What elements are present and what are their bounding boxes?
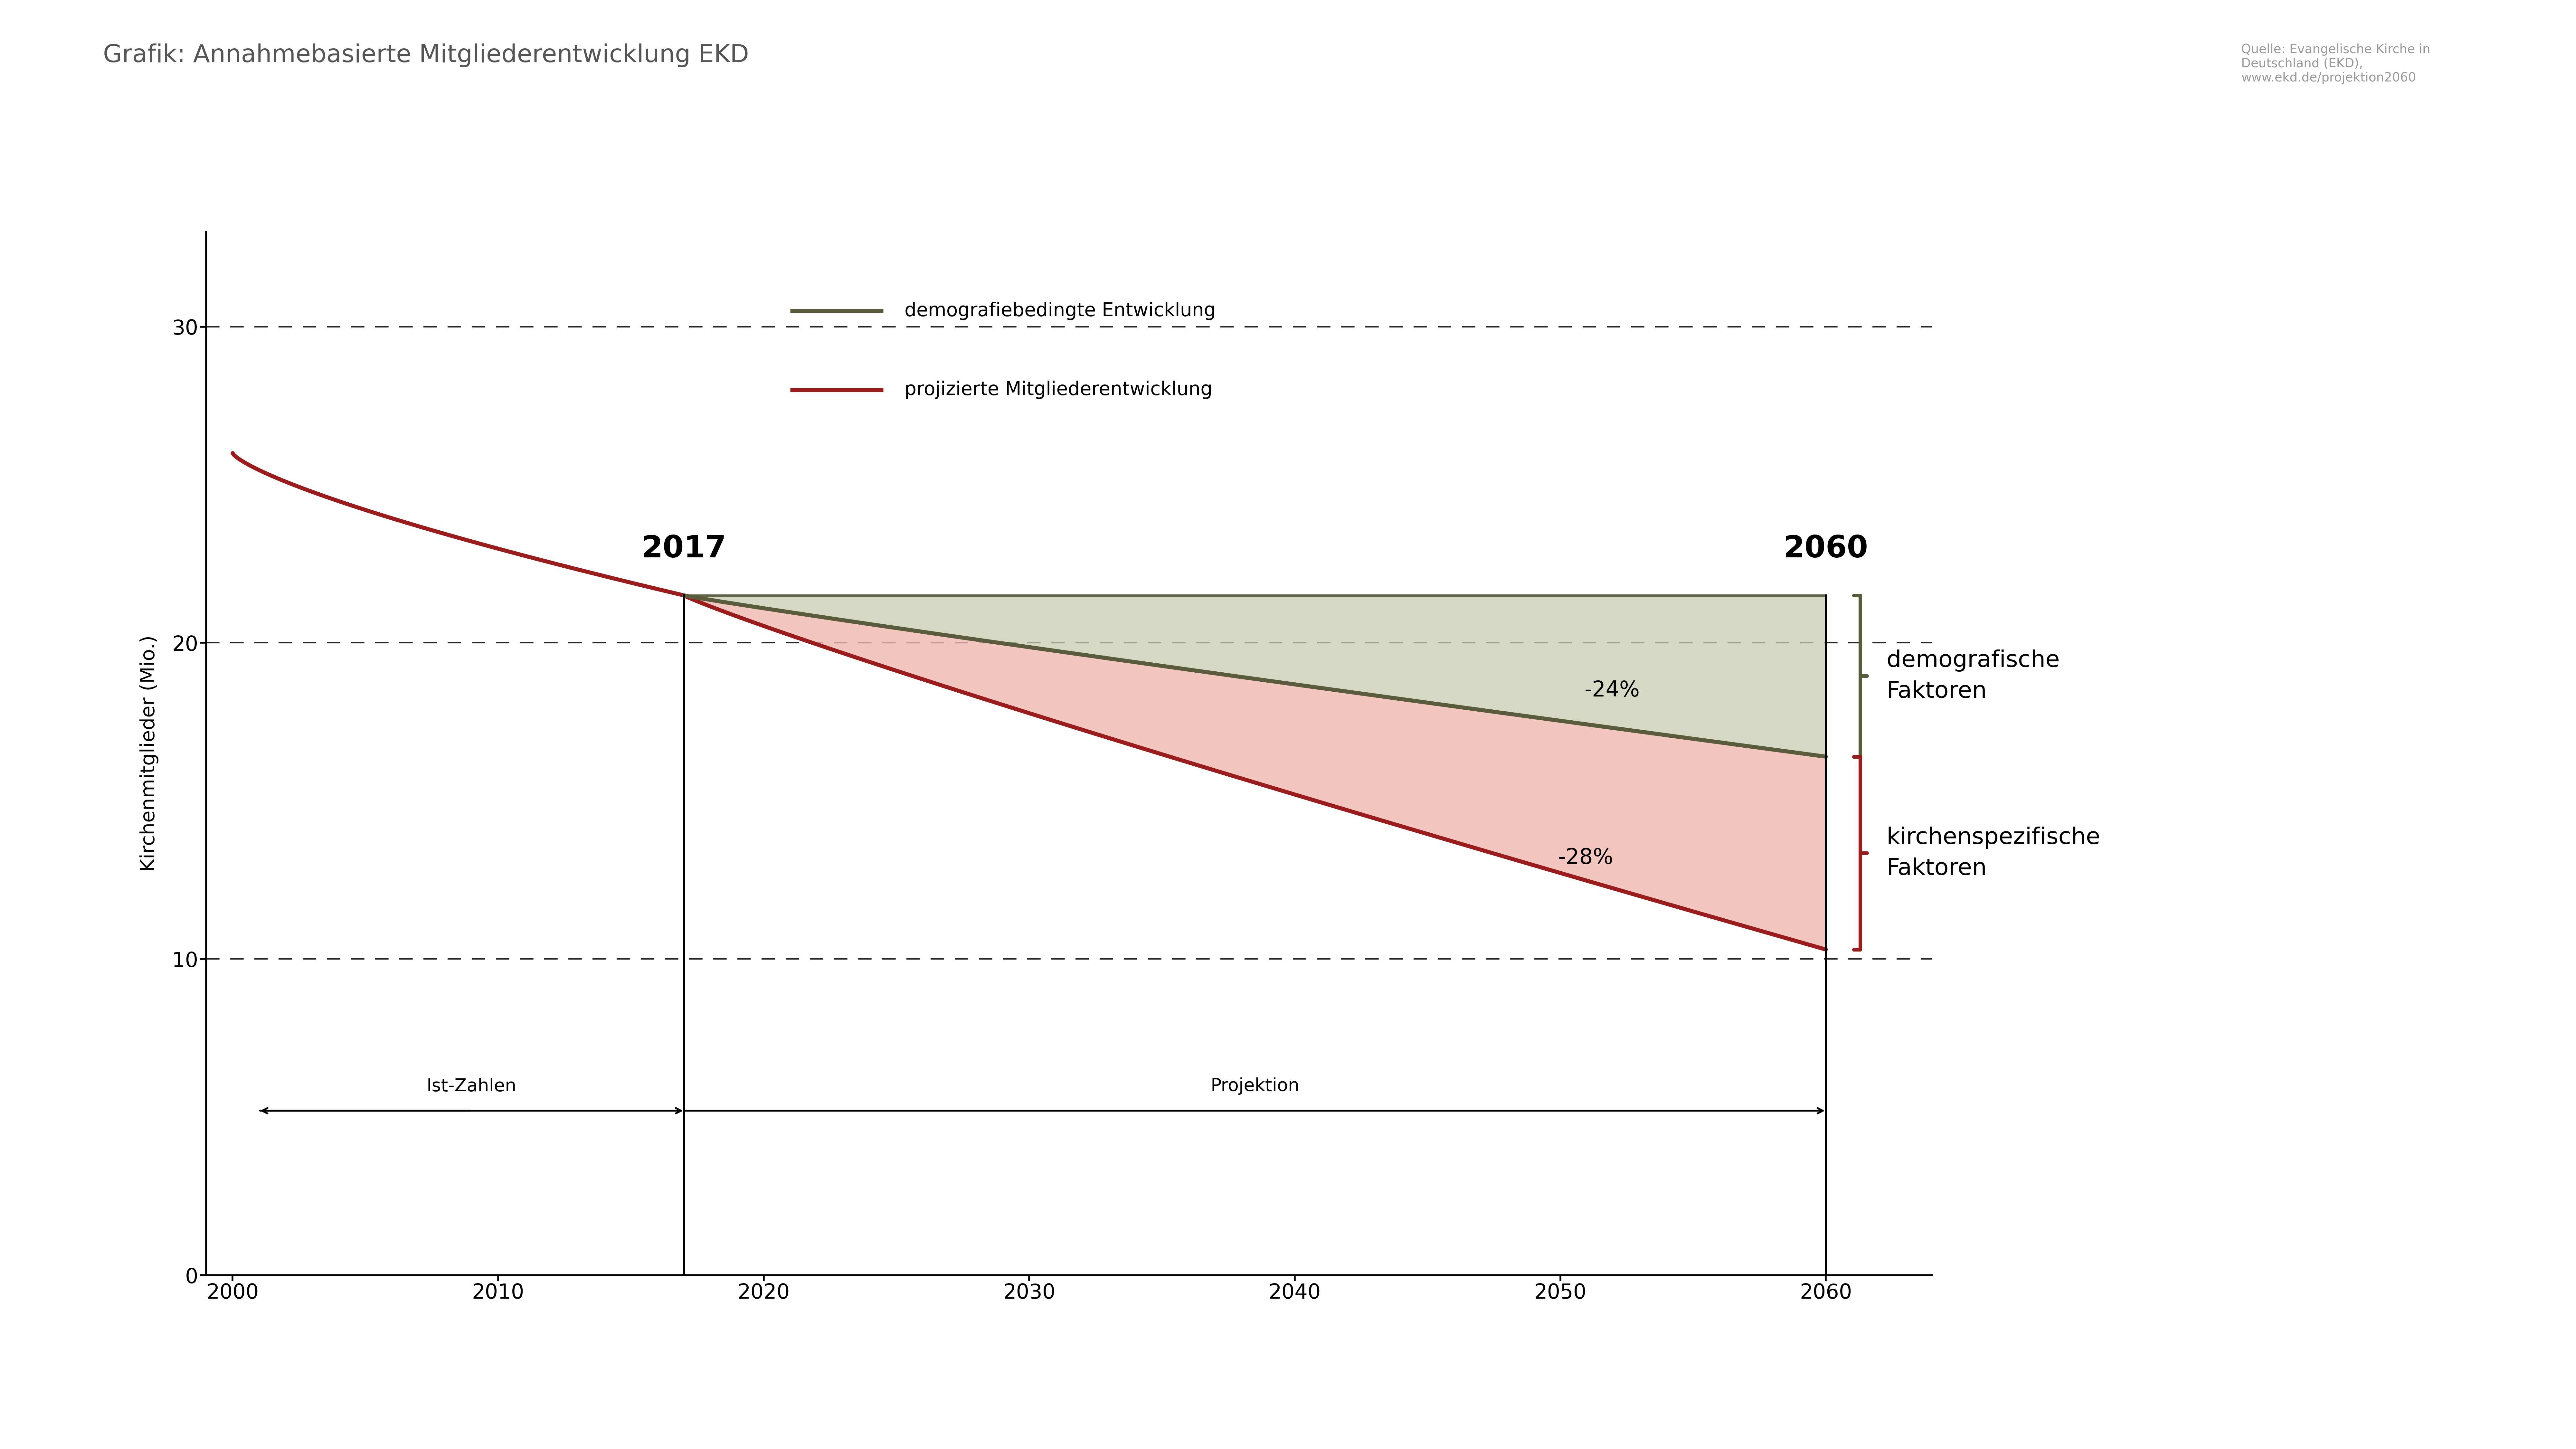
Text: Ist-Zahlen: Ist-Zahlen: [428, 1078, 518, 1095]
Text: 2017: 2017: [641, 535, 726, 564]
Text: -24%: -24%: [1584, 680, 1641, 701]
Text: demografische
Faktoren: demografische Faktoren: [1886, 649, 2061, 703]
Text: 2060: 2060: [1783, 535, 1868, 564]
Text: Quelle: Evangelische Kirche in
Deutschland (EKD),
www.ekd.de/projektion2060: Quelle: Evangelische Kirche in Deutschla…: [2241, 43, 2429, 84]
Text: -28%: -28%: [1558, 848, 1613, 868]
Text: kirchenspezifische
Faktoren: kirchenspezifische Faktoren: [1886, 826, 2099, 880]
Text: demografiebedingte Entwicklung: demografiebedingte Entwicklung: [904, 301, 1216, 320]
Text: Grafik: Annahmebasierte Mitgliederentwicklung EKD: Grafik: Annahmebasierte Mitgliederentwic…: [103, 43, 750, 67]
Text: projizierte Mitgliederentwicklung: projizierte Mitgliederentwicklung: [904, 381, 1213, 398]
Text: Projektion: Projektion: [1211, 1078, 1298, 1095]
Y-axis label: Kirchenmitglieder (Mio.): Kirchenmitglieder (Mio.): [139, 635, 160, 872]
